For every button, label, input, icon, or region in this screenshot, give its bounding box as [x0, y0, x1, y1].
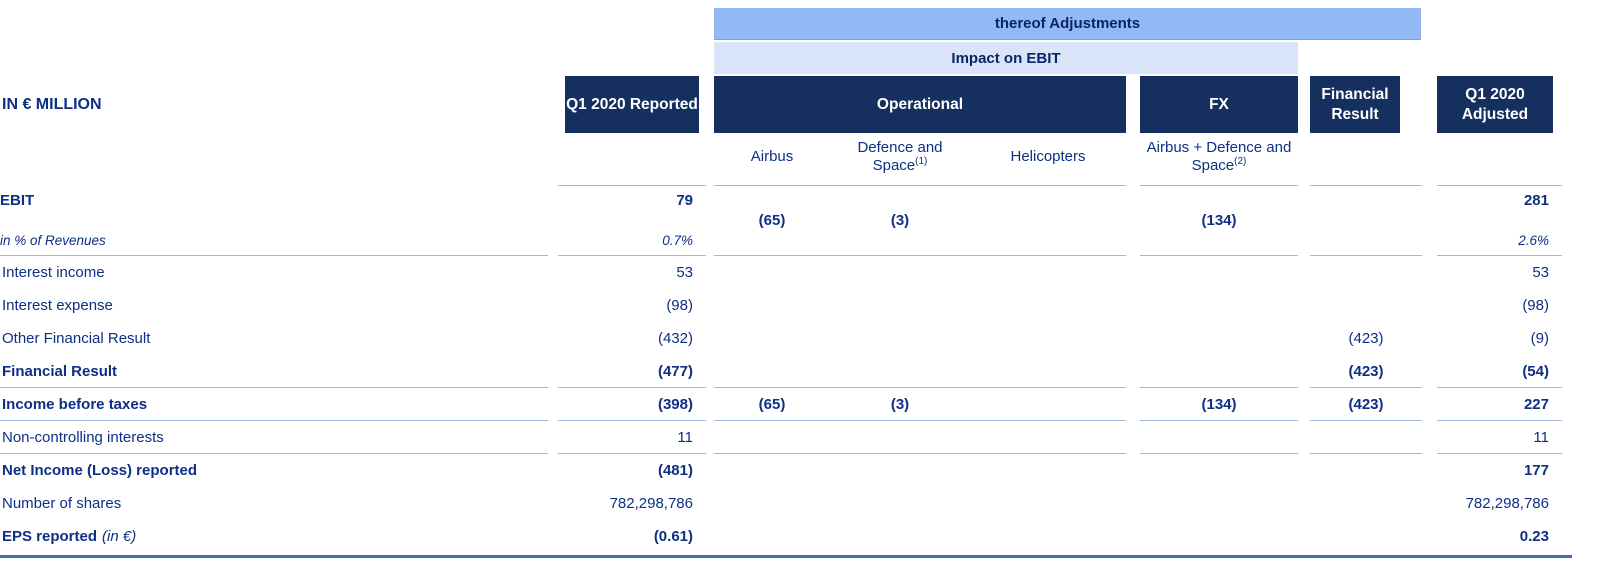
footnote-marker-2: (2) [1234, 155, 1247, 167]
cell-adjusted: 53 [1532, 264, 1549, 281]
cell-financial-result: (423) [1348, 330, 1384, 347]
row-interest-expense: Interest expense (98) (98) [0, 289, 1600, 322]
row-interest-income: Interest income 53 53 [0, 256, 1600, 289]
cell-airbus: (65) [714, 388, 830, 421]
col-header-financial-result: Financial Result [1310, 76, 1400, 133]
banner-impact-on-ebit-label: Impact on EBIT [951, 49, 1061, 67]
sub-header-row: Airbus Defence and Space(1) Helicopters … [0, 133, 1600, 186]
cell-adjusted: 782,298,786 [1465, 495, 1549, 512]
row-non-controlling-interests: Non-controlling interests 11 11 [0, 421, 1600, 454]
unit-label: IN € MILLION [2, 95, 102, 113]
subcol-defence-space: Defence and Space(1) [830, 133, 970, 186]
row-number-of-shares: Number of shares 782,298,786 782,298,786 [0, 487, 1600, 520]
row-label: EBIT [0, 192, 35, 209]
subcol-spacer-financial-result [1310, 133, 1422, 186]
cell-defence-space: (3) [830, 388, 970, 421]
cell-financial-result: (423) [1310, 388, 1422, 421]
cell-adjusted: (98) [1522, 297, 1549, 314]
cell-reported: (98) [666, 297, 693, 314]
row-label: EPS reported (in €) [0, 520, 548, 553]
col-header-operational: Operational [714, 76, 1126, 133]
row-net-income-loss-reported: Net Income (Loss) reported (481) 177 [0, 454, 1600, 487]
cell-helicopters [970, 388, 1126, 421]
cell-reported: 53 [676, 264, 693, 281]
cell-adjusted: 11 [1437, 421, 1562, 454]
row-label: Other Financial Result [2, 330, 151, 347]
row-label: Net Income (Loss) reported [2, 462, 198, 479]
banner-thereof-adjustments-label: thereof Adjustments [994, 15, 1141, 32]
row-ebit: EBIT in % of Revenues 79 0.7% (65) (3) (… [0, 186, 1600, 256]
cell-fx [1140, 355, 1298, 388]
cell-financial-result [1310, 186, 1422, 256]
row-income-before-taxes: Income before taxes (398) (65) (3) (134)… [0, 388, 1600, 421]
cell-adjusted: 177 [1523, 462, 1549, 479]
subcol-fx-scope-label: Airbus + Defence and Space(2) [1146, 138, 1292, 174]
cell-defence-space [830, 355, 970, 388]
cell-helicopters [970, 355, 1126, 388]
col-header-q1-2020-adjusted: Q1 2020 Adjusted [1437, 76, 1553, 133]
table-header-banners: thereof Adjustments Impact on EBIT [0, 0, 1600, 74]
subcol-fx-scope: Airbus + Defence and Space(2) [1140, 133, 1298, 186]
footnote-marker-1: (1) [915, 155, 928, 167]
cell-reported: (398) [558, 388, 706, 421]
row-label: Income before taxes [0, 388, 548, 421]
cell-defence-space [830, 421, 970, 454]
row-label-main: EPS reported [2, 528, 98, 545]
cell-airbus [714, 421, 830, 454]
cell-reported: (0.61) [653, 528, 693, 545]
subcol-airbus-label: Airbus [750, 147, 794, 165]
subcol-spacer-adjusted [1437, 133, 1562, 186]
cell-financial-result [1310, 256, 1422, 289]
cell-adjusted: 227 [1437, 388, 1562, 421]
cell-fx [1140, 421, 1298, 454]
row-label: Number of shares [2, 495, 122, 512]
cell-fx: (134) [1140, 186, 1298, 256]
row-ebit-labels: EBIT in % of Revenues [0, 186, 548, 256]
subcol-defence-space-label: Defence and Space(1) [857, 138, 943, 174]
cell-fx: (134) [1140, 388, 1298, 421]
col-header-fx: FX [1140, 76, 1298, 133]
row-financial-result: Financial Result (477) (423) (54) [0, 355, 1600, 388]
col-header-q1-2020-reported: Q1 2020 Reported [565, 76, 699, 133]
column-header-row: IN € MILLION Q1 2020 Reported Operationa… [0, 76, 1600, 133]
cell-airbus: (65) [714, 186, 830, 256]
cell-reported: (481) [657, 462, 693, 479]
row-eps-reported: EPS reported (in €) (0.61) 0.23 [0, 520, 1600, 553]
subcol-helicopters: Helicopters [970, 133, 1126, 186]
cell-adjusted: 0.23 [1519, 528, 1549, 545]
subcol-helicopters-label: Helicopters [1010, 147, 1086, 165]
row-label: Interest expense [2, 297, 113, 314]
subcol-airbus: Airbus [714, 133, 830, 186]
cell-defence-space: (3) [830, 186, 970, 256]
banner-thereof-adjustments: thereof Adjustments [714, 8, 1421, 40]
banner-impact-on-ebit: Impact on EBIT [714, 42, 1298, 74]
cell-helicopters [970, 421, 1126, 454]
cell-reported: 782,298,786 [609, 495, 693, 512]
cell-reported: 79 0.7% [558, 186, 706, 256]
cell-adjusted: 281 2.6% [1437, 186, 1562, 256]
cell-reported: 11 [558, 421, 706, 454]
row-label: Financial Result [0, 355, 548, 388]
subcol-spacer-reported [558, 133, 706, 186]
cell-adjusted: (9) [1530, 330, 1549, 347]
row-label: Non-controlling interests [0, 421, 548, 454]
row-other-financial-result: Other Financial Result (432) (423) (9) [0, 322, 1600, 355]
cell-reported: (477) [558, 355, 706, 388]
row-label-note: (in €) [102, 528, 137, 545]
cell-financial-result [1310, 421, 1422, 454]
cell-reported: (432) [657, 330, 693, 347]
table-bottom-border [0, 555, 1572, 558]
cell-adjusted: (54) [1437, 355, 1562, 388]
row-label: Interest income [2, 264, 105, 281]
cell-financial-result: (423) [1310, 355, 1422, 388]
cell-helicopters [970, 186, 1126, 256]
cell-financial-result [1310, 289, 1422, 322]
cell-airbus [714, 355, 830, 388]
row-label-pct-of-revenues: in % of Revenues [0, 233, 106, 248]
